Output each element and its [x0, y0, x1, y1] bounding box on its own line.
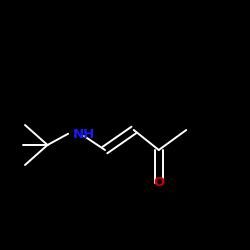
Text: NH: NH: [72, 128, 95, 141]
Text: O: O: [153, 176, 164, 189]
